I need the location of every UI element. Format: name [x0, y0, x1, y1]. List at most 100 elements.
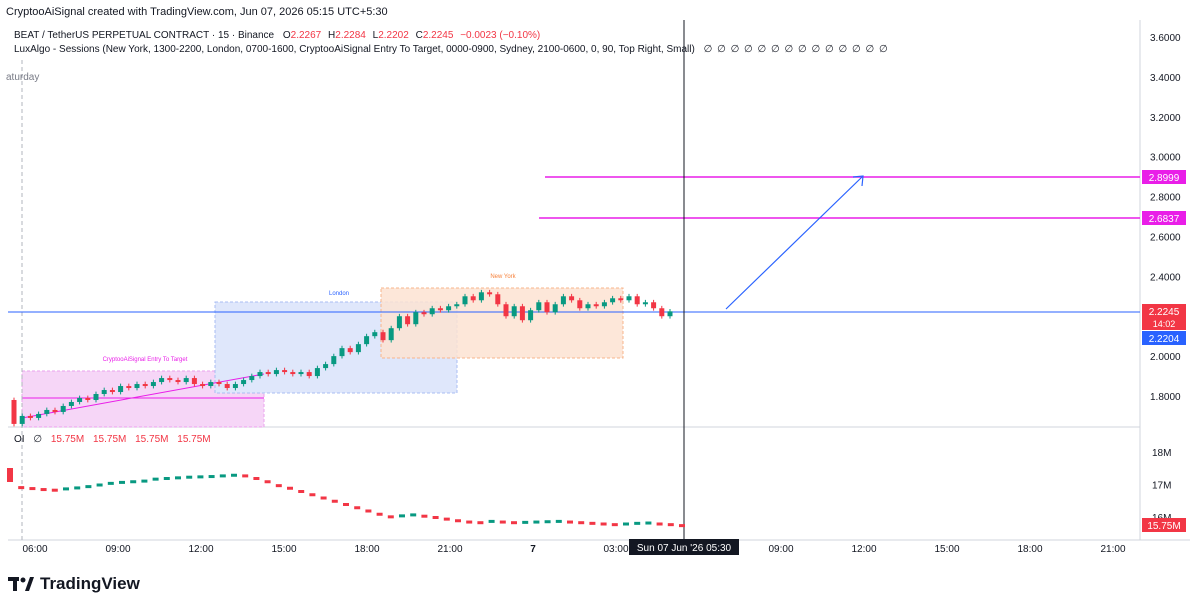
time-tick: 18:00 — [354, 544, 379, 555]
crosshair-price-label: 2.2204 — [1149, 334, 1180, 345]
oi-bar — [74, 486, 81, 490]
time-tick: 21:00 — [1100, 544, 1125, 555]
oi-tick: 17M — [1152, 481, 1171, 492]
high-label: H — [328, 30, 336, 41]
oi-bar — [96, 483, 103, 487]
price-tick: 1.8000 — [1150, 392, 1181, 403]
projection-arrow — [725, 176, 863, 310]
oi-bar — [141, 479, 148, 483]
candle-body — [159, 378, 165, 383]
last-price-label: 2.2245 — [1149, 307, 1180, 318]
candle-body — [150, 382, 156, 387]
time-tick: 15:00 — [271, 544, 296, 555]
tradingview-logo-icon — [8, 577, 34, 591]
candle-body — [282, 370, 288, 373]
tradingview-logo[interactable]: TradingView — [8, 574, 140, 594]
time-tick: 12:00 — [188, 544, 213, 555]
projection-arrow-head — [852, 175, 864, 187]
candle-body — [249, 376, 255, 381]
oi-bar — [365, 509, 372, 513]
time-tick: 7 — [530, 544, 536, 555]
candle-body — [577, 300, 583, 309]
session-entry-label: CryptooAiSignal Entry To Target — [103, 357, 188, 363]
candle-body — [19, 415, 25, 424]
oi-layer — [7, 468, 685, 528]
candle-body — [659, 308, 665, 317]
candle-body — [167, 378, 173, 381]
time-axis: 06:00 09:00 12:00 15:00 18:00 21:00 7 03:00 09:0… — [22, 544, 1125, 555]
oi-value-1: 15.75M — [50, 434, 85, 445]
session-newyork-box — [380, 287, 624, 359]
crosshair-price-tag — [1142, 331, 1186, 345]
price-tick: 2.0000 — [1150, 352, 1181, 363]
candle-body — [536, 302, 542, 311]
oi-bar — [421, 514, 428, 518]
candle-body — [93, 394, 99, 400]
symbol-legend[interactable]: BEAT / TetherUS PERPETUAL CONTRACT · 15 … — [14, 30, 540, 41]
candle-body — [355, 344, 361, 353]
weekday-label: aturday — [6, 72, 40, 83]
oi-value-4: 15.75M — [177, 434, 211, 445]
oi-axis: 18M17M16M — [1152, 448, 1171, 524]
candle-body — [85, 397, 91, 400]
candle-body — [618, 298, 624, 301]
oi-bar — [399, 514, 405, 518]
countdown-label: 14:02 — [1153, 319, 1176, 329]
oi-legend[interactable]: OI ∅ 15.75M 15.75M 15.75M 15.75M — [14, 434, 211, 445]
last-price-tag — [1142, 304, 1186, 330]
indicator-name[interactable]: LuxAlgo - Sessions (New York, 1300-2200,… — [14, 44, 695, 55]
oi-bar — [522, 520, 529, 524]
candle-body — [257, 372, 263, 377]
oi-bar — [18, 486, 25, 490]
indicator-values: ∅ ∅ ∅ ∅ ∅ ∅ ∅ ∅ ∅ ∅ ∅ ∅ ∅ ∅ — [703, 44, 889, 55]
candle-body — [208, 382, 214, 387]
oi-bar — [264, 480, 271, 484]
symbol-name[interactable]: BEAT / TetherUS PERPETUAL CONTRACT · 15 … — [14, 30, 275, 41]
oi-bar — [634, 521, 641, 525]
indicator-legend[interactable]: LuxAlgo - Sessions (New York, 1300-2200,… — [14, 44, 889, 55]
oi-bar — [533, 520, 540, 524]
oi-bar — [231, 473, 237, 477]
oi-bar — [253, 477, 260, 480]
oi-bar — [376, 512, 383, 516]
oi-bar — [242, 474, 249, 478]
candle-body — [495, 294, 501, 305]
candle-body — [52, 409, 58, 412]
oi-value-2: 15.75M — [92, 434, 127, 445]
candle-body — [36, 413, 42, 418]
candle-body — [470, 296, 476, 301]
candle-body — [241, 380, 247, 385]
candle-body — [60, 405, 66, 412]
candle-body — [487, 292, 493, 295]
price-tick: 3.2000 — [1150, 113, 1181, 124]
oi-bar — [63, 487, 69, 491]
oi-bar — [309, 493, 316, 497]
time-tick: 15:00 — [934, 544, 959, 555]
candle-body — [544, 302, 550, 313]
candle-body — [126, 386, 132, 389]
oi-bar — [600, 522, 607, 526]
price-tick: 3.6000 — [1150, 33, 1181, 44]
oi-label[interactable]: OI — [14, 434, 25, 445]
oi-bar — [354, 506, 361, 510]
close-value: 2.2245 — [422, 30, 454, 41]
oi-bar — [511, 521, 517, 525]
candle-body — [396, 316, 402, 329]
candle-body — [142, 384, 148, 387]
candle-body — [134, 384, 140, 389]
oi-bar — [679, 524, 685, 528]
candle-body — [118, 386, 124, 393]
candle-body — [593, 304, 599, 307]
oi-bar — [645, 521, 652, 525]
target2-tag-label: 2.8999 — [1149, 173, 1180, 184]
candle-body — [610, 298, 616, 303]
chart-credit: CryptooAiSignal created with TradingView… — [6, 6, 388, 18]
oi-bar — [163, 477, 170, 480]
oi-bar — [119, 480, 125, 484]
close-label: C — [415, 30, 423, 41]
oi-bar — [197, 475, 204, 479]
candle-body — [519, 306, 525, 321]
candle-body — [421, 312, 427, 315]
